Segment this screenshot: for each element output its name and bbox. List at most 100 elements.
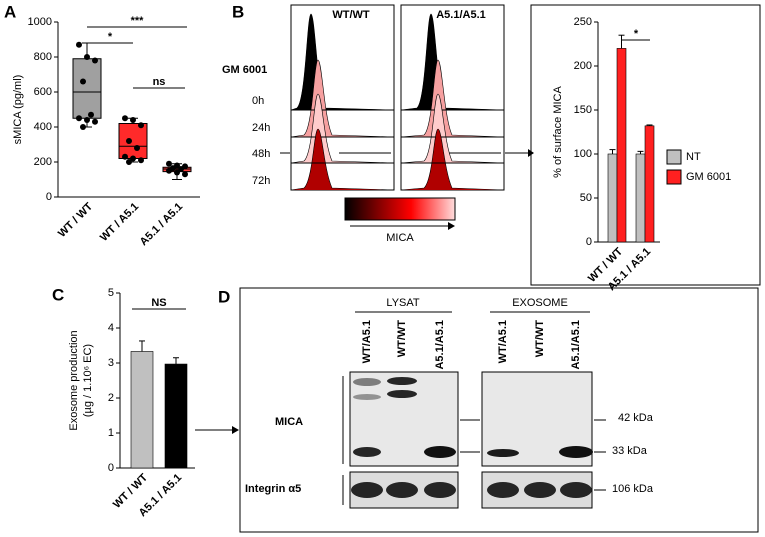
blot-band [424, 446, 456, 458]
bar [130, 351, 154, 469]
data-point [126, 159, 132, 165]
y-tick-label: 2 [108, 392, 114, 404]
y-tick-label: 400 [34, 121, 52, 133]
blot-band [386, 482, 418, 498]
x-tick-label: A5.1 / A5.1 [138, 201, 186, 249]
color-scale [344, 197, 456, 221]
lane-label: WT/A5.1 [497, 320, 509, 363]
blot-group: EXOSOME [512, 297, 568, 309]
y-tick-label: 800 [34, 51, 52, 63]
blot-band [559, 446, 593, 458]
data-point [174, 169, 180, 176]
data-point [92, 118, 98, 125]
blot-band [387, 377, 417, 385]
lane-label: A5.1/A5.1 [434, 320, 446, 370]
data-point [166, 167, 172, 174]
significance-label: * [634, 28, 639, 40]
box [72, 58, 102, 119]
blot-band [351, 482, 383, 498]
y-tick-label: 200 [34, 156, 52, 168]
bar [635, 153, 646, 243]
data-point [182, 171, 188, 178]
panel-frame [239, 287, 759, 533]
histogram-curve [400, 13, 505, 111]
histogram-title: WT/WT [332, 9, 370, 21]
y-tick-label: 3 [108, 357, 114, 369]
row-label: 48h [252, 148, 270, 160]
y-tick-label: 200 [574, 60, 592, 72]
data-point [122, 153, 128, 160]
significance-label: NS [151, 297, 166, 309]
y-axis-label: (µg / 1.10⁶ EC) [82, 344, 94, 417]
data-point [126, 138, 132, 144]
marker-label: 33 kDa [612, 445, 648, 457]
panel-label: C [52, 285, 64, 304]
y-tick-label: 600 [34, 86, 52, 98]
y-axis-label: % of surface MICA [552, 85, 564, 177]
x-tick-label: WT / WT [56, 200, 95, 239]
data-point [92, 57, 98, 64]
data-point [80, 78, 86, 85]
data-point [84, 117, 90, 123]
data-point [122, 115, 128, 122]
data-point [134, 145, 140, 151]
protein-label: MICA [275, 416, 303, 428]
marker-label: 106 kDa [612, 483, 654, 495]
significance-label: *** [131, 15, 145, 27]
row-label: 0h [252, 95, 264, 107]
histogram-curve [400, 93, 505, 164]
blot-band [487, 482, 519, 498]
panel-label: D [218, 287, 230, 306]
histogram-curve [400, 128, 505, 191]
data-point [138, 122, 144, 129]
scale-label: MICA [386, 232, 414, 244]
data-point [84, 54, 90, 60]
arrow-head [232, 426, 239, 434]
panel-label: B [232, 2, 244, 21]
panel-frame [530, 4, 761, 286]
legend-label: GM 6001 [686, 171, 731, 183]
histogram-curve [400, 59, 505, 138]
arrow-head [528, 149, 534, 157]
data-point [130, 117, 136, 123]
legend-swatch [666, 169, 682, 185]
marker-label: 42 kDa [618, 412, 654, 424]
row-label: 24h [252, 122, 270, 134]
y-axis-label: Exosome production [68, 330, 80, 430]
y-tick-label: 100 [574, 148, 592, 160]
y-tick-label: 250 [574, 16, 592, 28]
data-point [76, 115, 82, 122]
histogram-curve [290, 13, 395, 111]
blot-band [353, 447, 381, 457]
y-tick-label: 0 [586, 236, 592, 248]
data-point [88, 111, 94, 118]
y-tick-label: 0 [46, 191, 52, 203]
y-tick-label: 5 [108, 287, 114, 299]
legend-swatch [666, 149, 682, 165]
blot-band [387, 390, 417, 398]
lane-label: WT/WT [534, 320, 546, 358]
significance-label: * [108, 31, 113, 43]
blot-band [353, 394, 381, 400]
blot-band [353, 378, 381, 386]
lane-label: WT/A5.1 [361, 320, 373, 363]
lane-label: WT/WT [396, 320, 408, 358]
box [118, 123, 148, 159]
histogram-curve [290, 128, 395, 191]
blot-band [560, 482, 592, 498]
blot-group: LYSAT [386, 297, 419, 309]
panel-label: A [4, 2, 16, 21]
y-tick-label: 1000 [28, 16, 52, 28]
treatment-label: GM 6001 [222, 64, 267, 76]
bar [644, 125, 655, 243]
protein-label: Integrin α5 [245, 483, 301, 495]
y-tick-label: 1 [108, 427, 114, 439]
row-label: 72h [252, 175, 270, 187]
data-point [130, 155, 136, 162]
significance-label: ns [153, 76, 166, 88]
legend-label: NT [686, 151, 701, 163]
x-tick-label: WT / A5.1 [98, 201, 141, 244]
data-point [138, 157, 144, 164]
bar [607, 153, 618, 243]
blot-band [524, 482, 556, 498]
